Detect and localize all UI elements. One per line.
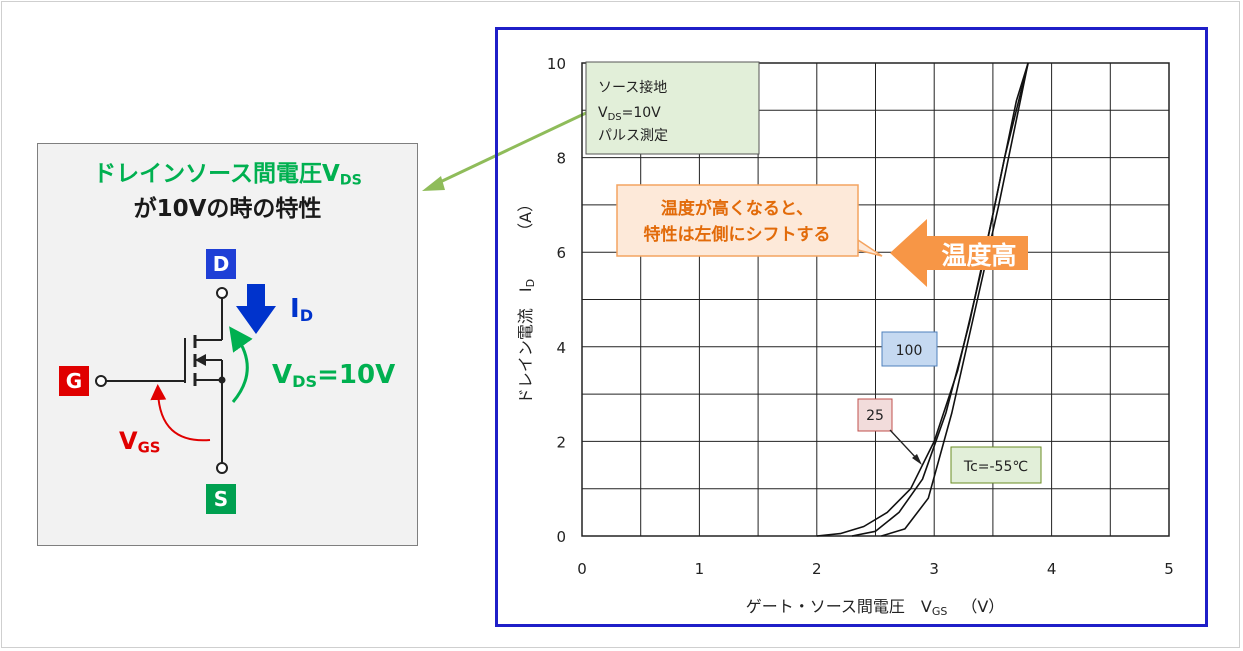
series-label-25-box <box>857 398 893 432</box>
annotation-line2: 特性は左側にシフトする <box>644 224 831 245</box>
id-label: ID <box>290 294 314 326</box>
chart-frame <box>495 27 1208 627</box>
y-tick-label: 4 <box>556 339 566 357</box>
terminal-d-badge: D <box>206 249 236 279</box>
x-tick-label: 3 <box>929 560 939 578</box>
x-tick-label: 5 <box>1164 560 1174 578</box>
series-label-tc-box <box>950 446 1042 484</box>
condition-line2: VDS=10V <box>598 105 661 123</box>
temperature-arrow-icon <box>890 219 1028 287</box>
x-axis-label: ゲート・ソース間電圧 VGS （V） <box>746 597 1005 618</box>
y-axis-label: ドレイン電流 ID（A） <box>516 196 537 404</box>
mosfet-symbol <box>95 284 276 474</box>
x-tick-label: 1 <box>695 560 705 578</box>
x-tick-label: 0 <box>577 560 587 578</box>
condition-line3: パルス測定 <box>598 128 668 144</box>
series-label-tc: Tc=-55℃ <box>963 459 1028 475</box>
x-tick-label: 4 <box>1047 560 1057 578</box>
plot-border <box>581 62 1170 537</box>
y-tick-label: 6 <box>556 244 566 262</box>
series-label-25: 25 <box>866 408 884 424</box>
mosfet-panel: ドレインソース間電圧VDS が10Vの時の特性 D G S <box>37 143 418 546</box>
vgs-label: VGS <box>119 427 161 457</box>
condition-box <box>585 61 760 155</box>
series-label-100: 100 <box>896 343 923 359</box>
series-line-2 <box>881 62 1029 537</box>
annotation-callout <box>616 184 859 257</box>
vds-label: VDS=10V <box>272 360 396 392</box>
panel-title-line2: が10Vの時の特性 <box>133 196 322 222</box>
y-tick-label: 10 <box>547 55 566 73</box>
terminal-s-badge: S <box>206 484 236 514</box>
temperature-high-label: 温度高 <box>941 241 1016 270</box>
series-label-100-box <box>881 331 938 367</box>
y-tick-label: 2 <box>556 433 566 451</box>
condition-line1: ソース接地 <box>598 79 667 96</box>
panel-title-line1: ドレインソース間電圧VDS <box>93 161 362 189</box>
terminal-g-badge: G <box>59 366 89 396</box>
id-arrow-icon <box>236 284 276 334</box>
y-tick-label: 0 <box>556 528 566 546</box>
annotation-line1: 温度が高くなると、 <box>661 198 813 219</box>
x-tick-label: 2 <box>812 560 822 578</box>
y-tick-label: 8 <box>556 150 566 168</box>
series-line-1 <box>851 62 1029 537</box>
